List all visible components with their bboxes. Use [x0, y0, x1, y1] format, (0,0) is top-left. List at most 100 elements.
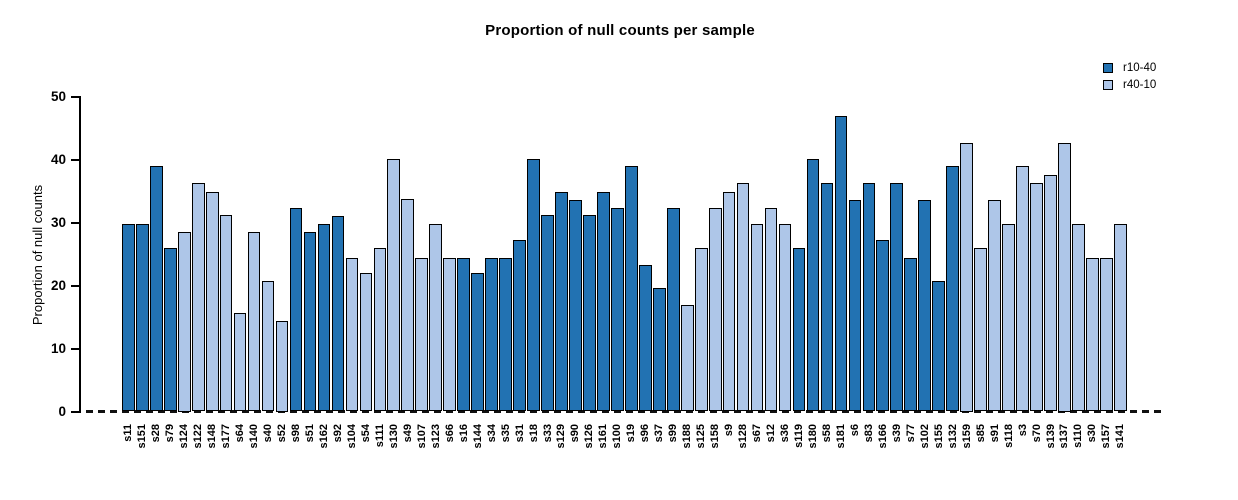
y-axis-title: Proportion of null counts — [30, 184, 45, 326]
x-tick-label: s157 — [1100, 424, 1113, 449]
x-tick-label: s51 — [303, 424, 316, 443]
x-tick-label: s77 — [904, 424, 917, 443]
x-tick-label: s16 — [457, 424, 470, 443]
x-tick-label: s12 — [765, 424, 778, 443]
y-axis-line — [79, 96, 81, 413]
bar-s28 — [149, 166, 163, 412]
bar-s123 — [429, 224, 443, 412]
bar-s177 — [219, 215, 233, 412]
x-tick-label: s140 — [248, 424, 261, 449]
x-tick-label: s36 — [779, 424, 792, 443]
bar-s157 — [1100, 257, 1113, 412]
bar-s122 — [191, 182, 205, 412]
x-tick-label: s54 — [359, 424, 372, 443]
y-tick-label: 20 — [50, 277, 66, 293]
x-tick-label: s151 — [136, 424, 149, 449]
x-tick-label: s83 — [862, 424, 875, 443]
legend-swatch-r40-10 — [1103, 80, 1113, 90]
x-tick-label: s19 — [625, 424, 638, 443]
x-tick-label: s99 — [667, 424, 680, 443]
legend-label: r40-10 — [1123, 79, 1157, 91]
bar-s31 — [513, 239, 526, 412]
x-tick-label: s181 — [834, 424, 847, 449]
bar-s162 — [317, 224, 331, 412]
y-tick-mark — [71, 284, 80, 287]
x-tick-label: s34 — [485, 424, 498, 443]
x-tick-label: s40 — [262, 424, 275, 443]
x-tick-label: s158 — [709, 424, 722, 449]
legend-entry-r10-40: r10-40 — [1103, 60, 1156, 76]
bar-s39 — [890, 182, 904, 412]
bar-s107 — [415, 257, 429, 412]
bar-s58 — [820, 182, 834, 412]
bar-s67 — [750, 224, 764, 412]
x-tick-label: s139 — [1044, 424, 1057, 449]
bar-s188 — [680, 304, 694, 412]
x-tick-label: s35 — [499, 424, 512, 443]
bar-s37 — [652, 288, 666, 412]
x-tick-label: s129 — [555, 424, 568, 449]
x-tick-label: s162 — [317, 424, 330, 449]
x-tick-label: s141 — [1114, 424, 1127, 449]
y-tick-mark — [71, 159, 80, 162]
y-tick-mark — [71, 96, 80, 99]
bar-s125 — [694, 248, 708, 412]
x-tick-label: s3 — [1016, 424, 1029, 437]
bar-s99 — [666, 207, 680, 412]
bar-s30 — [1086, 257, 1099, 412]
x-tick-label: s39 — [890, 424, 903, 443]
bar-s98 — [289, 207, 303, 412]
bar-s118 — [1002, 224, 1015, 412]
bar-s128 — [736, 182, 750, 412]
bar-s79 — [163, 248, 177, 412]
bar-s18 — [527, 159, 540, 412]
x-tick-label: s70 — [1030, 424, 1043, 443]
x-tick-label: s148 — [206, 424, 219, 449]
x-tick-label: s100 — [611, 424, 624, 449]
x-tick-label: s144 — [471, 424, 484, 449]
x-tick-label: s96 — [639, 424, 652, 443]
bar-s104 — [345, 257, 359, 412]
y-tick-label: 30 — [50, 214, 66, 230]
bar-s126 — [583, 215, 596, 412]
x-tick-label: s31 — [513, 424, 526, 443]
x-tick-label: s104 — [345, 424, 358, 449]
x-tick-label: s67 — [751, 424, 764, 443]
bar-s77 — [904, 257, 918, 412]
bar-s144 — [471, 273, 484, 412]
bar-s33 — [541, 215, 554, 412]
x-tick-label: s159 — [960, 424, 973, 449]
x-tick-label: s125 — [695, 424, 708, 449]
x-tick-label: s11 — [122, 424, 135, 442]
x-tick-label: s123 — [429, 424, 442, 449]
y-tick-mark — [71, 410, 80, 413]
bar-s54 — [359, 273, 373, 412]
y-tick-label: 50 — [50, 89, 66, 105]
zero-baseline — [86, 410, 1166, 413]
bar-s151 — [135, 224, 149, 412]
y-tick-label: 40 — [50, 152, 66, 168]
x-tick-label: s188 — [681, 424, 694, 449]
bar-s52 — [275, 321, 289, 412]
legend-swatch-r10-40 — [1103, 63, 1113, 73]
x-tick-label: s126 — [583, 424, 596, 449]
bar-s111 — [373, 248, 387, 412]
y-tick-label: 10 — [50, 340, 66, 356]
legend-label: r10-40 — [1123, 62, 1157, 74]
x-tick-label: s79 — [164, 424, 177, 443]
bar-s110 — [1072, 224, 1085, 412]
bar-s11 — [122, 224, 135, 412]
x-tick-label: s85 — [974, 424, 987, 443]
bar-s159 — [960, 142, 973, 412]
bar-s3 — [1016, 166, 1029, 412]
x-tick-label: s155 — [932, 424, 945, 449]
bar-s158 — [708, 207, 722, 412]
x-tick-label: s161 — [597, 424, 610, 449]
bar-s85 — [974, 248, 987, 412]
x-tick-label: s132 — [946, 424, 959, 449]
legend-entry-r40-10: r40-10 — [1103, 77, 1156, 93]
bar-s91 — [988, 199, 1001, 412]
bar-s19 — [624, 166, 638, 412]
x-tick-label: s111 — [373, 424, 386, 448]
